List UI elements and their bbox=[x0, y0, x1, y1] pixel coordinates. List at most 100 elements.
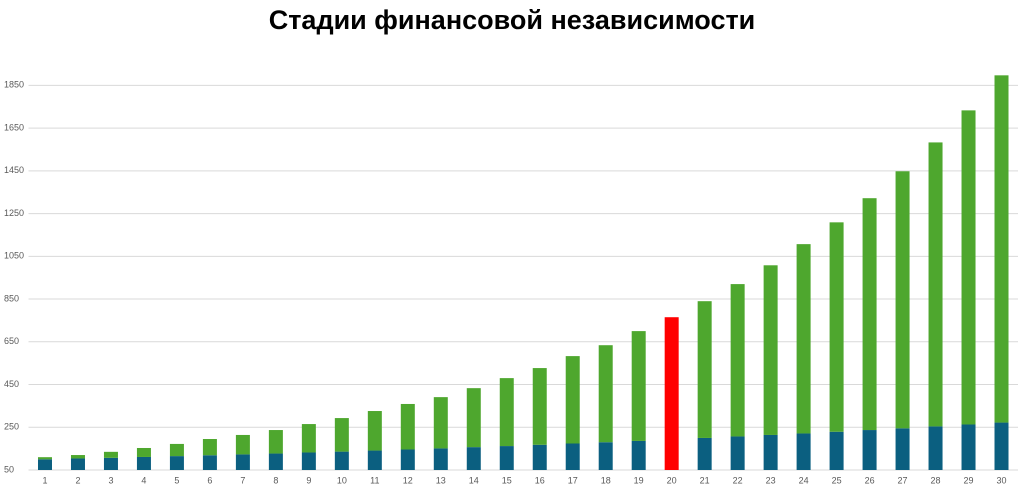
bar-segment bbox=[400, 403, 415, 450]
x-tick-label: 1 bbox=[42, 475, 47, 485]
y-tick-label: 450 bbox=[4, 379, 19, 389]
bar-segment bbox=[928, 426, 943, 470]
bar-segment bbox=[301, 424, 316, 453]
y-tick-label: 1050 bbox=[4, 251, 24, 261]
bar-segment bbox=[829, 431, 844, 470]
x-tick-label: 5 bbox=[174, 475, 179, 485]
bar-segment bbox=[994, 422, 1009, 470]
bar-segment bbox=[400, 449, 415, 470]
bar-segment bbox=[301, 452, 316, 470]
x-tick-label: 7 bbox=[240, 475, 245, 485]
bar-segment bbox=[499, 378, 514, 447]
bar-segment bbox=[499, 446, 514, 470]
bar-segment bbox=[796, 433, 811, 470]
bar-segment bbox=[796, 244, 811, 434]
bar-segment bbox=[70, 455, 85, 459]
x-tick-label: 16 bbox=[535, 475, 545, 485]
bar-segment bbox=[697, 301, 712, 438]
x-tick-label: 20 bbox=[667, 475, 677, 485]
x-tick-label: 19 bbox=[634, 475, 644, 485]
bar-segment bbox=[631, 440, 646, 470]
bar-segment bbox=[235, 434, 250, 455]
bar-segment bbox=[136, 447, 151, 457]
x-tick-label: 6 bbox=[207, 475, 212, 485]
y-tick-label: 250 bbox=[4, 422, 19, 432]
bar-segment bbox=[664, 317, 679, 470]
bar-segment bbox=[235, 454, 250, 470]
y-tick-label: 1650 bbox=[4, 122, 24, 132]
bar-segment bbox=[367, 411, 382, 451]
bar-segment bbox=[961, 110, 976, 425]
x-tick-label: 2 bbox=[75, 475, 80, 485]
bar-segment bbox=[532, 368, 547, 445]
x-tick-label: 15 bbox=[502, 475, 512, 485]
bar-segment bbox=[565, 443, 580, 470]
bar-segment bbox=[433, 397, 448, 449]
bar-segment bbox=[433, 448, 448, 470]
x-tick-label: 30 bbox=[997, 475, 1007, 485]
bar-segment bbox=[367, 450, 382, 470]
x-tick-label: 13 bbox=[436, 475, 446, 485]
bar-segment bbox=[268, 453, 283, 470]
x-tick-label: 23 bbox=[766, 475, 776, 485]
x-tick-label: 11 bbox=[370, 475, 379, 485]
bar-segment bbox=[466, 447, 481, 470]
bar-segment bbox=[763, 434, 778, 470]
bar-segment bbox=[994, 75, 1009, 423]
x-tick-label: 18 bbox=[601, 475, 611, 485]
x-tick-label: 4 bbox=[141, 475, 146, 485]
bar-segment bbox=[169, 443, 184, 457]
bar-segment bbox=[466, 388, 481, 448]
bar-segment bbox=[598, 345, 613, 443]
y-tick-label: 1450 bbox=[4, 165, 24, 175]
bar-segment bbox=[37, 459, 52, 470]
bar-segment bbox=[103, 457, 118, 470]
bar-segment bbox=[532, 444, 547, 470]
x-tick-label: 21 bbox=[700, 475, 710, 485]
x-tick-label: 17 bbox=[568, 475, 578, 485]
bar-segment bbox=[829, 222, 844, 432]
y-tick-label: 50 bbox=[4, 464, 14, 474]
bar-segment bbox=[895, 171, 910, 429]
bar-segment bbox=[895, 428, 910, 470]
x-tick-label: 8 bbox=[273, 475, 278, 485]
x-tick-label: 14 bbox=[469, 475, 479, 485]
bar-segment bbox=[136, 456, 151, 470]
x-tick-label: 10 bbox=[337, 475, 347, 485]
bar-segment bbox=[268, 430, 283, 454]
bar-segment bbox=[334, 418, 349, 452]
bar-segment bbox=[862, 198, 877, 431]
bar-segment bbox=[763, 265, 778, 435]
chart-title: Стадии финансовой независимости bbox=[269, 5, 756, 35]
bar-segment bbox=[961, 424, 976, 470]
bar-segment bbox=[169, 456, 184, 470]
bar-segment bbox=[697, 437, 712, 470]
x-tick-label: 3 bbox=[108, 475, 113, 485]
y-tick-label: 650 bbox=[4, 336, 19, 346]
y-tick-label: 1250 bbox=[4, 208, 24, 218]
bar-segment bbox=[334, 451, 349, 470]
y-tick-label: 850 bbox=[4, 293, 19, 303]
x-tick-label: 9 bbox=[306, 475, 311, 485]
x-tick-label: 29 bbox=[964, 475, 974, 485]
bar-segment bbox=[202, 455, 217, 470]
bar-segment bbox=[37, 457, 52, 460]
x-tick-label: 22 bbox=[733, 475, 743, 485]
x-tick-label: 27 bbox=[898, 475, 908, 485]
bar-segment bbox=[730, 284, 745, 437]
bar-segment bbox=[928, 142, 943, 427]
bar-segment bbox=[862, 430, 877, 470]
x-tick-label: 28 bbox=[931, 475, 941, 485]
x-tick-label: 26 bbox=[865, 475, 875, 485]
bar-segment bbox=[202, 439, 217, 456]
bar-segment bbox=[598, 442, 613, 470]
x-tick-label: 25 bbox=[832, 475, 842, 485]
bar-segment bbox=[631, 331, 646, 441]
x-tick-label: 24 bbox=[799, 475, 809, 485]
bar-segment bbox=[70, 458, 85, 470]
bar-segment bbox=[103, 451, 118, 458]
x-tick-label: 12 bbox=[403, 475, 413, 485]
bar-segment bbox=[730, 436, 745, 470]
